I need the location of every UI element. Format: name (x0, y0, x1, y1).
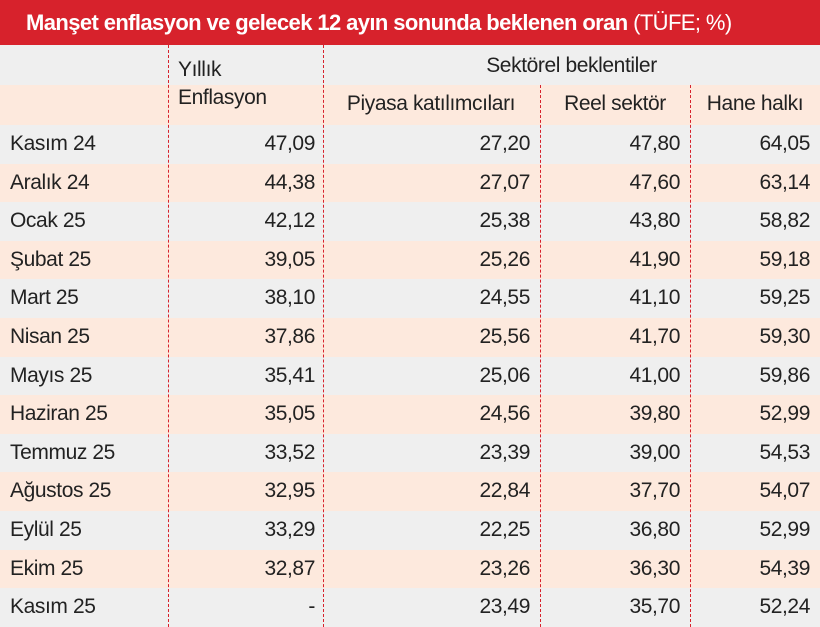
title: Manşet enflasyon ve gelecek 12 ayın sonu… (26, 10, 628, 35)
value-cell: 41,90 (629, 247, 680, 271)
column-divider (690, 85, 691, 627)
value-cell: 32,95 (264, 479, 315, 503)
value-cell: 38,10 (264, 286, 315, 310)
value-cell: 23,49 (479, 595, 530, 619)
value-cell: 41,70 (629, 325, 680, 348)
value-cell: 23,26 (479, 556, 530, 580)
value-cell: 47,60 (629, 170, 680, 194)
value-cell: 41,00 (629, 363, 680, 387)
value-cell: 35,41 (264, 363, 315, 387)
value-cell: 25,56 (479, 325, 530, 348)
value-cell: 33,52 (264, 440, 315, 464)
row-bg (0, 202, 820, 241)
row-label: Nisan 25 (10, 325, 90, 348)
header-row-bg (0, 85, 820, 125)
row-bg (0, 356, 820, 396)
row-label: Ocak 25 (10, 209, 86, 233)
header-sector-group: Sektörel beklentiler (486, 54, 657, 77)
value-cell: 44,38 (264, 170, 315, 194)
row-bg (0, 395, 820, 434)
value-cell: 47,09 (264, 132, 315, 155)
value-cell: 23,39 (479, 440, 530, 464)
value-cell: 64,05 (759, 132, 810, 155)
value-cell: 25,26 (479, 247, 530, 271)
row-bg (0, 279, 820, 318)
value-cell: 27,07 (479, 170, 530, 194)
column-divider (540, 85, 541, 627)
row-bg (0, 318, 820, 357)
value-cell: 52,24 (759, 595, 810, 619)
value-cell: 25,38 (479, 209, 530, 233)
value-cell: 24,55 (479, 286, 530, 310)
value-cell: 39,00 (629, 440, 680, 464)
value-cell: 36,30 (629, 556, 680, 580)
row-bg (0, 163, 820, 203)
header-sector: Reel sektör (564, 92, 666, 115)
value-cell: 35,05 (264, 402, 315, 426)
row-label: Temmuz 25 (10, 440, 115, 464)
value-cell: - (308, 595, 315, 619)
value-cell: 59,18 (759, 247, 810, 271)
value-cell: 54,07 (759, 479, 810, 503)
column-divider (323, 45, 324, 627)
value-cell: 52,99 (759, 518, 810, 541)
column-divider (168, 45, 169, 627)
value-cell: 54,39 (759, 556, 810, 580)
row-label: Ağustos 25 (10, 479, 112, 503)
row-bg (0, 472, 820, 511)
value-cell: 39,80 (629, 402, 680, 426)
header-sector: Hane halkı (706, 92, 804, 115)
value-cell: 54,53 (759, 440, 810, 464)
title-unit: (TÜFE; %) (633, 10, 732, 35)
value-cell: 36,80 (629, 518, 680, 541)
row-label: Kasım 25 (10, 595, 96, 619)
title-bar: Manşet enflasyon ve gelecek 12 ayın sonu… (0, 0, 820, 45)
value-cell: 22,84 (479, 479, 530, 503)
value-cell: 27,20 (479, 132, 530, 155)
value-cell: 41,10 (629, 286, 680, 310)
value-cell: 32,87 (264, 556, 315, 580)
value-cell: 43,80 (629, 209, 680, 233)
row-bg (0, 511, 820, 550)
value-cell: 39,05 (264, 247, 315, 271)
value-cell: 52,99 (759, 402, 810, 426)
row-bg (0, 433, 820, 473)
row-label: Aralık 24 (10, 170, 90, 194)
value-cell: 25,06 (479, 363, 530, 387)
header-sector: Piyasa katılımcıları (346, 92, 516, 115)
value-cell: 47,80 (629, 132, 680, 155)
value-cell: 35,70 (629, 595, 680, 619)
value-cell: 42,12 (264, 209, 315, 233)
row-label: Kasım 24 (10, 132, 96, 155)
value-cell: 37,70 (629, 479, 680, 503)
row-label: Ekim 25 (10, 556, 84, 580)
row-label: Haziran 25 (10, 402, 108, 426)
header-row-bg (0, 45, 820, 85)
row-bg (0, 588, 820, 627)
value-cell: 59,86 (759, 363, 810, 387)
row-label: Mart 25 (10, 286, 79, 310)
value-cell: 33,29 (264, 518, 315, 541)
value-cell: 58,82 (759, 209, 810, 233)
value-cell: 59,25 (759, 286, 810, 310)
row-label: Mayıs 25 (10, 363, 92, 387)
value-cell: 22,25 (479, 518, 530, 541)
value-cell: 59,30 (759, 325, 810, 348)
header-annual: Yıllık Enflasyon (178, 58, 267, 109)
row-bg (0, 549, 820, 589)
row-bg (0, 125, 820, 164)
row-label: Eylül 25 (10, 518, 82, 541)
row-bg (0, 240, 820, 280)
value-cell: 24,56 (479, 402, 530, 426)
value-cell: 63,14 (759, 170, 810, 194)
row-label: Şubat 25 (10, 247, 91, 271)
value-cell: 37,86 (264, 325, 315, 348)
